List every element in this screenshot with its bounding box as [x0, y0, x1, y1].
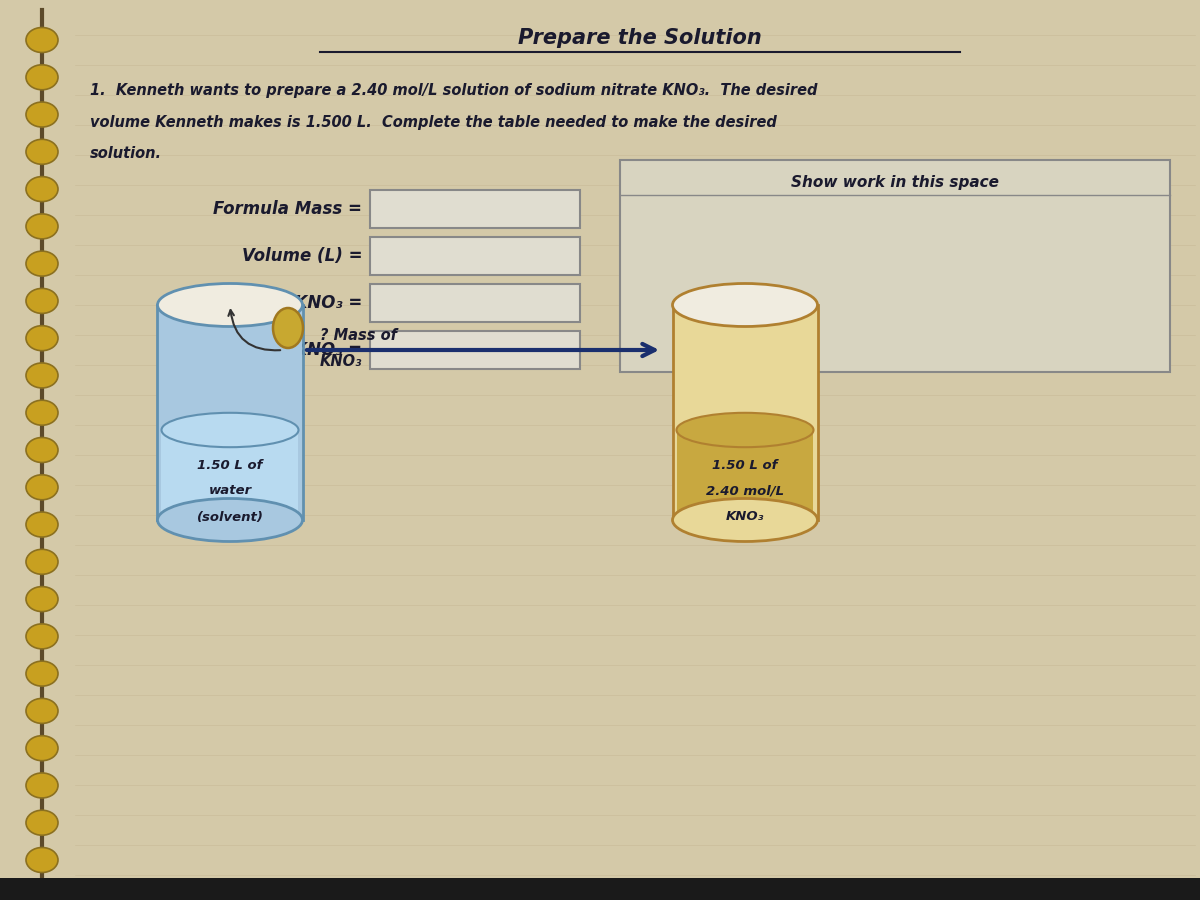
Ellipse shape — [26, 810, 58, 835]
Text: Formula Mass =: Formula Mass = — [214, 200, 362, 218]
Ellipse shape — [26, 251, 58, 276]
Ellipse shape — [672, 284, 817, 327]
Ellipse shape — [26, 363, 58, 388]
Ellipse shape — [26, 549, 58, 574]
Bar — [0, 878, 1200, 900]
Text: 2.40 mol/L: 2.40 mol/L — [706, 484, 784, 498]
Text: Show work in this space: Show work in this space — [791, 175, 998, 190]
Ellipse shape — [26, 65, 58, 90]
Text: KNO₃: KNO₃ — [726, 510, 764, 524]
Ellipse shape — [26, 587, 58, 612]
Text: 1.50 L of: 1.50 L of — [713, 458, 778, 472]
Bar — [677, 430, 814, 516]
Ellipse shape — [26, 698, 58, 724]
Ellipse shape — [26, 773, 58, 798]
Ellipse shape — [162, 413, 299, 447]
Ellipse shape — [26, 102, 58, 127]
Ellipse shape — [672, 499, 817, 542]
Bar — [672, 305, 817, 520]
Text: 1.  Kenneth wants to prepare a 2.40 mol/L solution of sodium nitrate KNO₃.  The : 1. Kenneth wants to prepare a 2.40 mol/L… — [90, 83, 817, 97]
Text: (solvent): (solvent) — [197, 510, 264, 524]
Text: Mass KNO₃ =: Mass KNO₃ = — [241, 341, 362, 359]
Text: solution.: solution. — [90, 147, 162, 161]
FancyBboxPatch shape — [370, 190, 580, 228]
Ellipse shape — [26, 662, 58, 686]
Ellipse shape — [157, 284, 302, 327]
Text: water: water — [209, 484, 252, 498]
Ellipse shape — [26, 176, 58, 202]
FancyBboxPatch shape — [370, 237, 580, 275]
FancyBboxPatch shape — [620, 160, 1170, 372]
Bar — [162, 430, 299, 516]
Ellipse shape — [26, 848, 58, 872]
Ellipse shape — [26, 624, 58, 649]
Text: Volume (L) =: Volume (L) = — [241, 247, 362, 265]
Ellipse shape — [26, 735, 58, 760]
Text: Prepare the Solution: Prepare the Solution — [518, 28, 762, 48]
Text: KNO₃: KNO₃ — [320, 355, 362, 370]
Text: Moles KNO₃ =: Moles KNO₃ = — [234, 294, 362, 312]
Ellipse shape — [26, 28, 58, 52]
Ellipse shape — [26, 475, 58, 500]
Text: volume Kenneth makes is 1.500 L.  Complete the table needed to make the desired: volume Kenneth makes is 1.500 L. Complet… — [90, 114, 776, 130]
Ellipse shape — [26, 214, 58, 238]
Text: ? Mass of: ? Mass of — [320, 328, 397, 343]
Ellipse shape — [274, 308, 302, 348]
FancyBboxPatch shape — [370, 331, 580, 369]
Ellipse shape — [26, 140, 58, 165]
Bar — [157, 305, 302, 520]
FancyBboxPatch shape — [370, 284, 580, 322]
Ellipse shape — [26, 326, 58, 351]
Ellipse shape — [26, 512, 58, 537]
Text: 1.50 L of: 1.50 L of — [197, 458, 263, 472]
Ellipse shape — [157, 499, 302, 542]
Ellipse shape — [26, 400, 58, 425]
Ellipse shape — [26, 437, 58, 463]
Ellipse shape — [26, 288, 58, 313]
Ellipse shape — [677, 413, 814, 447]
